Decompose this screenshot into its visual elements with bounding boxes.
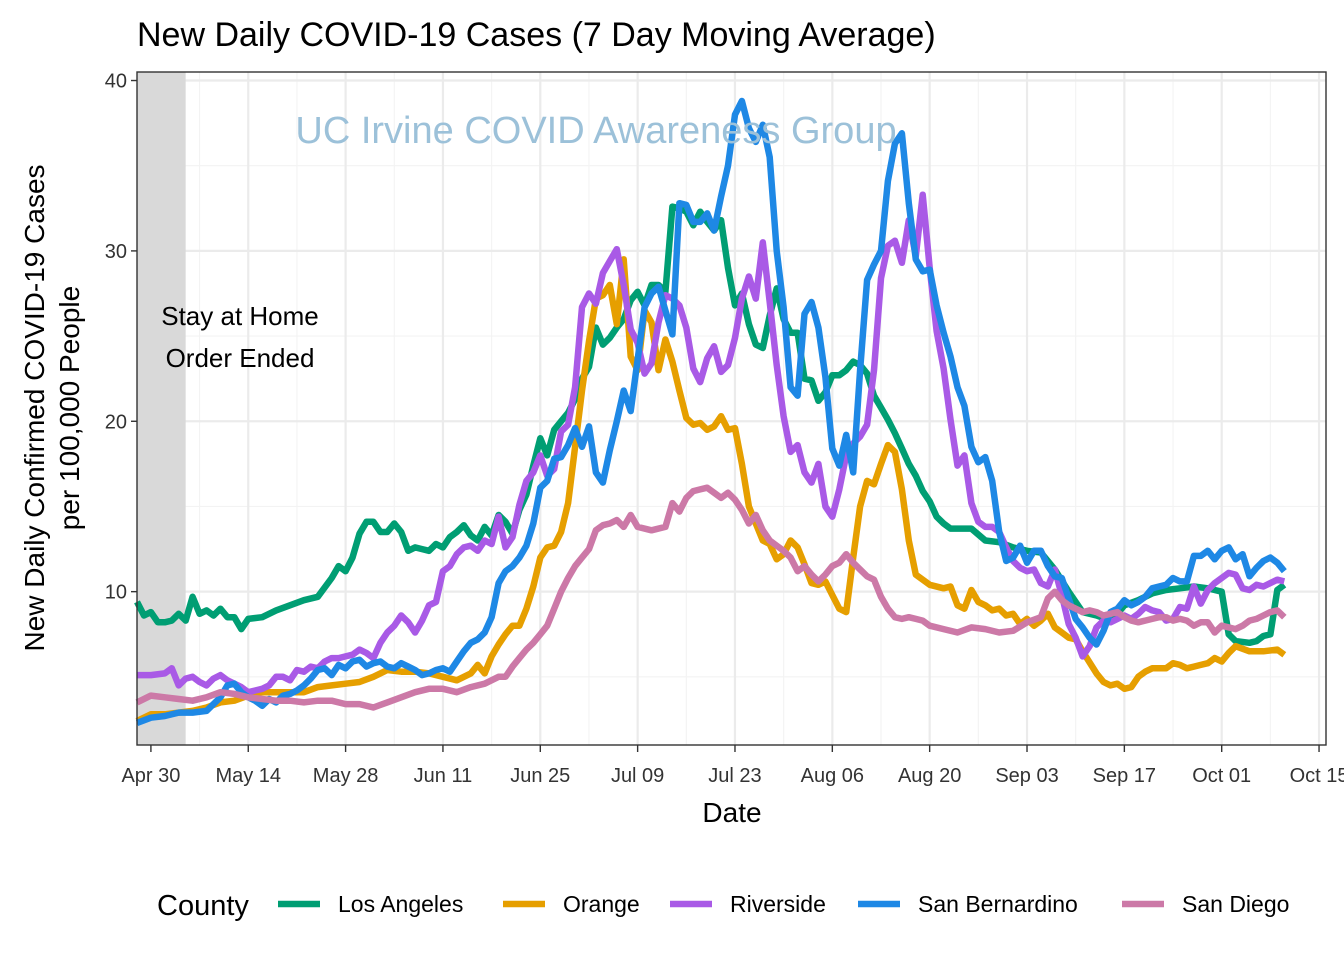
legend-label-los-angeles: Los Angeles bbox=[338, 891, 463, 917]
x-tick-label: Jun 11 bbox=[414, 765, 473, 787]
y-tick-label: 30 bbox=[105, 241, 127, 263]
x-tick-label: Sep 03 bbox=[995, 765, 1058, 787]
chart-title: New Daily COVID-19 Cases (7 Day Moving A… bbox=[137, 16, 936, 54]
watermark-text: UC Irvine COVID Awareness Group bbox=[295, 110, 896, 152]
y-axis: 10 20 30 40 bbox=[105, 71, 137, 604]
x-tick-label: Sep 17 bbox=[1093, 765, 1156, 787]
y-tick-label: 20 bbox=[105, 411, 127, 433]
x-tick-label: Aug 06 bbox=[801, 765, 864, 787]
y-tick-label: 10 bbox=[105, 582, 127, 604]
x-axis: Apr 30 May 14 May 28 Jun 11 Jun 25 Jul 09 Jul … bbox=[121, 745, 1344, 787]
legend: County Los Angeles Orange Riverside San Ber… bbox=[157, 890, 1289, 922]
legend-label-riverside: Riverside bbox=[730, 891, 826, 917]
x-tick-label: Aug 20 bbox=[898, 765, 961, 787]
stay-at-home-annotation-line2: Order Ended bbox=[166, 343, 315, 373]
series-line-san-diego bbox=[135, 484, 1287, 711]
stay-at-home-shade bbox=[137, 72, 186, 745]
series-lines bbox=[134, 97, 1287, 726]
x-tick-label: Apr 30 bbox=[121, 765, 180, 787]
series-line-riverside bbox=[137, 191, 1286, 696]
stay-at-home-annotation-line1: Stay at Home bbox=[161, 301, 319, 331]
legend-title: County bbox=[157, 890, 249, 922]
legend-label-san-bernardino: San Bernardino bbox=[918, 891, 1078, 917]
x-tick-label: Jul 23 bbox=[708, 765, 761, 787]
x-tick-label: May 28 bbox=[313, 765, 379, 787]
x-tick-label: Jun 25 bbox=[510, 765, 570, 787]
legend-label-orange: Orange bbox=[563, 891, 640, 917]
y-axis-title-line1: New Daily Confirmed COVID-19 Cases bbox=[19, 164, 50, 651]
x-tick-label: Jul 09 bbox=[611, 765, 664, 787]
plot-background bbox=[137, 72, 1326, 745]
x-tick-label: Oct 01 bbox=[1192, 765, 1251, 787]
series-line-san-bernardino bbox=[135, 97, 1287, 726]
plot-border bbox=[136, 71, 1327, 746]
x-axis-title: Date bbox=[702, 797, 761, 828]
y-tick-label: 40 bbox=[105, 71, 127, 93]
series-line-orange bbox=[135, 256, 1287, 725]
x-tick-label: Oct 15 bbox=[1290, 765, 1344, 787]
plot-panel: Stay at Home Order Ended UC Irvine COVID… bbox=[134, 71, 1327, 746]
y-axis-title-line2: per 100,000 People bbox=[54, 286, 85, 530]
x-tick-label: May 14 bbox=[215, 765, 281, 787]
legend-label-san-diego: San Diego bbox=[1182, 891, 1289, 917]
